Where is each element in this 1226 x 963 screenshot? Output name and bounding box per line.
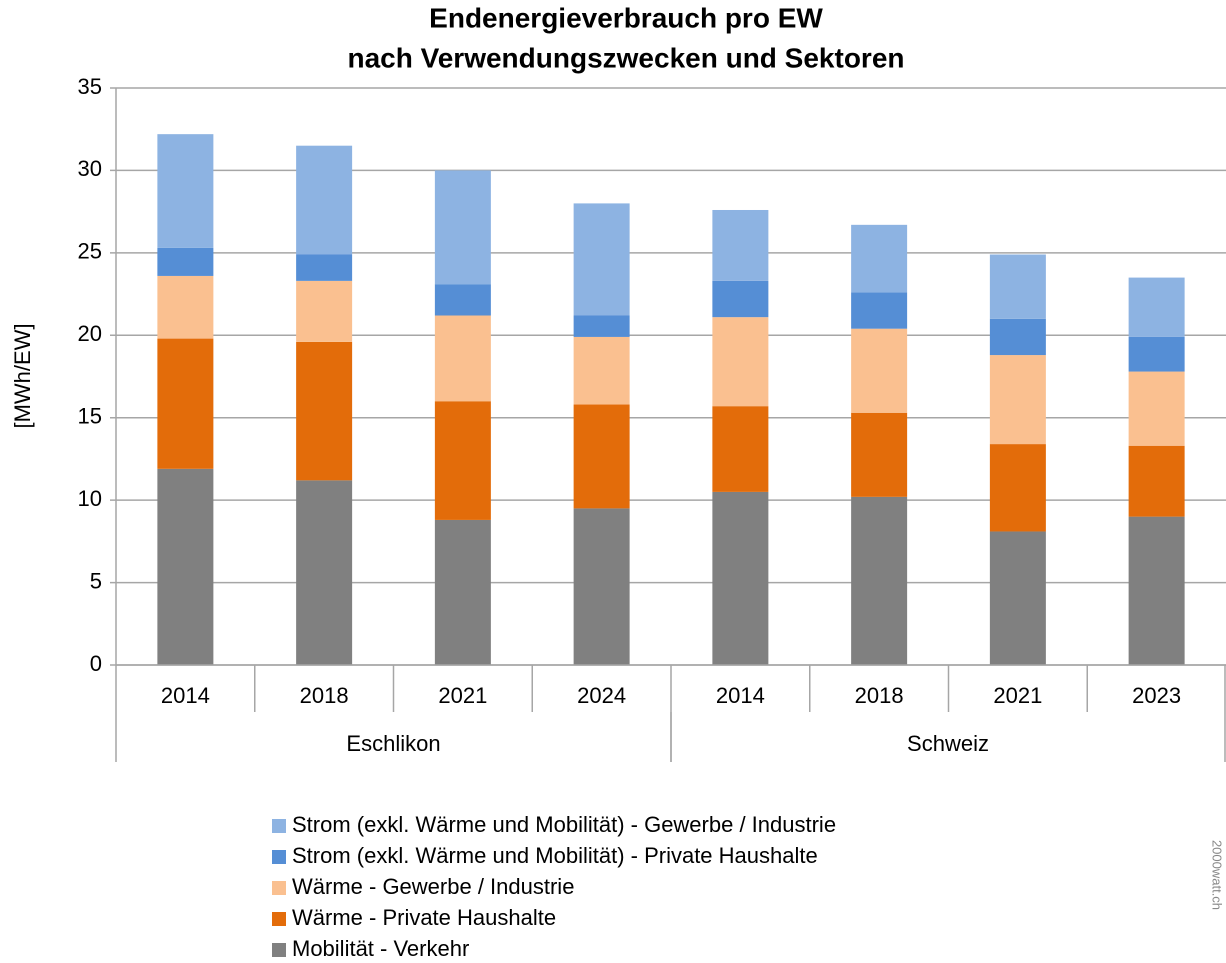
bar-segment — [573, 404, 630, 509]
x-tick-label: 2014 — [716, 683, 765, 708]
bar-segment — [434, 519, 491, 665]
bar-segment — [434, 315, 491, 402]
legend-label: Wärme - Private Haushalte — [292, 905, 556, 930]
bar-segment — [434, 170, 491, 285]
y-tick-label: 25 — [78, 239, 102, 264]
bar-segment — [157, 275, 214, 339]
y-tick-label: 20 — [78, 321, 102, 346]
legend-label: Wärme - Gewerbe / Industrie — [292, 874, 574, 899]
bar-segment — [989, 531, 1046, 665]
x-tick-label: 2014 — [161, 683, 210, 708]
bar-segment — [434, 401, 491, 520]
legend-label: Strom (exkl. Wärme und Mobilität) - Priv… — [292, 843, 818, 868]
x-tick-label: 2021 — [993, 683, 1042, 708]
bar-segment — [296, 341, 353, 481]
bar-segment — [712, 406, 769, 492]
bar-segment — [989, 254, 1046, 319]
bar-segment — [296, 145, 353, 255]
legend-swatch — [272, 943, 286, 957]
bar-segment — [296, 254, 353, 281]
bar-segment — [851, 224, 908, 293]
bar-segment — [851, 412, 908, 497]
bar-segment — [157, 247, 214, 276]
chart-subtitle: nach Verwendungszwecken und Sektoren — [347, 42, 904, 73]
bar-segment — [712, 280, 769, 318]
bar-segment — [1128, 445, 1185, 517]
legend-swatch — [272, 912, 286, 926]
bar-segment — [712, 317, 769, 407]
legend-label: Mobilität - Verkehr — [292, 936, 469, 961]
y-tick-label: 30 — [78, 156, 102, 181]
bar-segment — [434, 284, 491, 316]
group-label: Eschlikon — [346, 731, 440, 756]
x-tick-label: 2018 — [855, 683, 904, 708]
bar-segment — [1128, 277, 1185, 337]
y-axis-label: [MWh/EW] — [10, 323, 35, 428]
source: 2000watt.ch — [1210, 840, 1225, 910]
chart-title: Endenergieverbrauch pro EW — [429, 2, 823, 33]
bar-segment — [296, 280, 353, 342]
y-tick-label: 5 — [90, 568, 102, 593]
bar-segment — [851, 292, 908, 329]
bar-segment — [157, 468, 214, 665]
bar-segment — [1128, 516, 1185, 665]
bar-segment — [989, 444, 1046, 532]
x-tick-label: 2024 — [577, 683, 626, 708]
bar-segment — [851, 496, 908, 665]
legend-label: Strom (exkl. Wärme und Mobilität) - Gewe… — [292, 812, 836, 837]
group-label: Schweiz — [907, 731, 989, 756]
x-tick-label: 2021 — [438, 683, 487, 708]
y-tick-label: 15 — [78, 404, 102, 429]
bar-segment — [573, 508, 630, 665]
y-tick-label: 0 — [90, 651, 102, 676]
bar-segment — [1128, 371, 1185, 446]
y-tick-label: 35 — [78, 74, 102, 99]
legend-swatch — [272, 819, 286, 833]
x-tick-label: 2018 — [300, 683, 349, 708]
bar-segment — [1128, 336, 1185, 372]
bar-segment — [851, 328, 908, 413]
bar-segment — [296, 480, 353, 665]
legend-swatch — [272, 850, 286, 864]
bar-segment — [712, 209, 769, 281]
y-tick-label: 10 — [78, 486, 102, 511]
bar-segment — [989, 355, 1046, 445]
bar-segment — [712, 491, 769, 665]
bar-segment — [989, 318, 1046, 356]
legend-swatch — [272, 881, 286, 895]
bar-segment — [573, 315, 630, 337]
bar-segment — [157, 338, 214, 469]
bar-segment — [157, 134, 214, 248]
bar-segment — [573, 336, 630, 405]
bar-segment — [573, 203, 630, 316]
x-tick-label: 2023 — [1132, 683, 1181, 708]
